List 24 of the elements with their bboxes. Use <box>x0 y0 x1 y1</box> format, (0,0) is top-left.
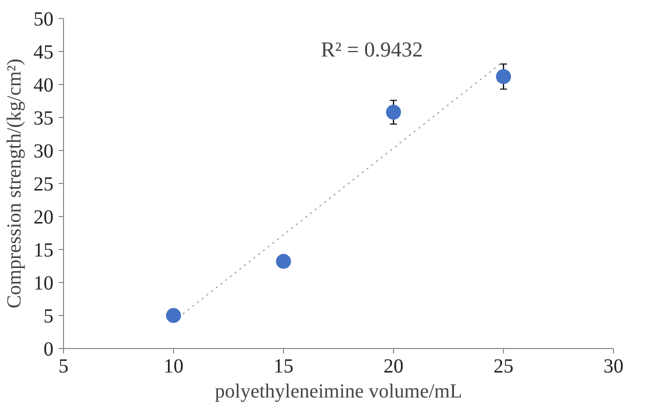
x-tick-label: 10 <box>164 356 184 378</box>
y-tick-label: 25 <box>34 174 54 196</box>
point <box>386 104 401 120</box>
x-tick-label: 25 <box>494 356 514 378</box>
y-tick-label: 10 <box>34 272 54 294</box>
y-tick-label: 30 <box>34 140 54 162</box>
y-tick-label: 40 <box>34 74 54 96</box>
y-tick-label: 15 <box>34 240 54 262</box>
point <box>166 308 181 323</box>
y-tick-label: 35 <box>34 108 54 130</box>
y-tick-label: 0 <box>44 338 54 360</box>
y-tick-label: 20 <box>34 206 54 228</box>
y-tick-label: 5 <box>44 306 54 328</box>
x-tick-label: 5 <box>58 356 68 378</box>
x-tick-label: 20 <box>384 356 404 378</box>
x-axis-title: polyethyleneimine volume/mL <box>214 380 462 402</box>
y-tick-label: 50 <box>34 8 54 30</box>
point <box>496 69 511 84</box>
y-axis-title: Compression strength/(kg/cm²) <box>4 58 26 308</box>
y-tick-label: 45 <box>34 42 54 64</box>
x-tick-label: 30 <box>604 356 624 378</box>
point <box>276 254 291 269</box>
annotation: R² = 0.9432 <box>320 37 423 62</box>
x-tick-label: 15 <box>274 356 294 378</box>
